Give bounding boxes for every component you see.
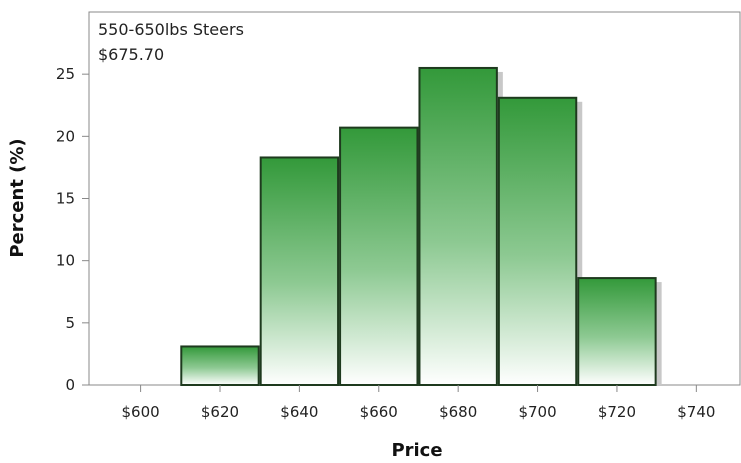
y-tick-label: 0 — [65, 376, 75, 394]
inset-label-line2: $675.70 — [98, 45, 164, 64]
x-tick-label: $720 — [598, 403, 636, 421]
histogram-bar-660 — [339, 126, 419, 386]
y-tick-label: 10 — [56, 252, 75, 270]
x-axis-title: Price — [391, 440, 442, 459]
y-tick-label: 15 — [56, 190, 75, 208]
inset-label-line1: 550-650lbs Steers — [98, 20, 244, 39]
histogram-bar-720 — [577, 277, 657, 386]
histogram-bar-680 — [418, 66, 498, 386]
x-tick-label: $640 — [280, 403, 318, 421]
x-tick-label: $620 — [201, 403, 239, 421]
x-tick-label: $600 — [122, 403, 160, 421]
x-tick-label: $700 — [518, 403, 556, 421]
y-axis: 0 5 10 15 20 25 — [56, 65, 89, 394]
y-tick-label: 5 — [65, 314, 75, 332]
histogram-bar-700 — [497, 96, 578, 386]
y-tick-label: 20 — [56, 127, 75, 145]
x-tick-label: $680 — [439, 403, 477, 421]
x-axis: $600 $620 $640 $660 $680 $700 $720 $740 — [122, 385, 715, 421]
histogram-bar-620 — [180, 345, 260, 386]
bars-group — [180, 66, 662, 386]
x-tick-label: $660 — [360, 403, 398, 421]
histogram-bar-640 — [259, 156, 340, 386]
y-axis-title: Percent (%) — [7, 138, 28, 257]
x-tick-label: $740 — [677, 403, 715, 421]
y-tick-label: 25 — [56, 65, 75, 83]
